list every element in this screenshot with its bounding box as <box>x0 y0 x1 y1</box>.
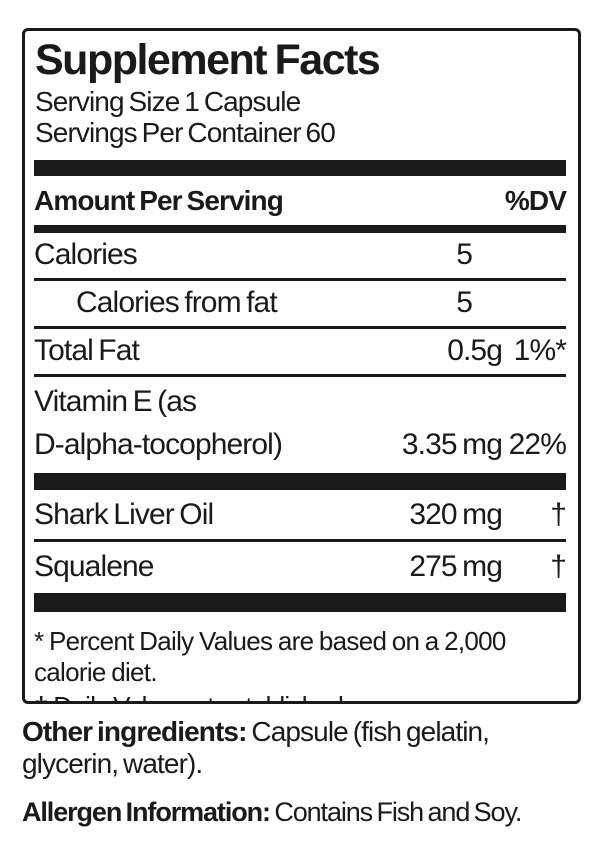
allergen-label: Allergen Information: <box>22 797 271 828</box>
divider-bar-thick-top <box>34 160 566 177</box>
nutrient-name-calories: Calories <box>34 238 138 272</box>
row-calories: Calories 5 <box>34 233 566 282</box>
other-ingredients: Other ingredients: Capsule (fish gelatin… <box>22 716 586 780</box>
panel-title: Supplement Facts <box>35 36 381 84</box>
row-shark-liver-oil: Shark Liver Oil 320 mg † <box>34 490 567 543</box>
nutrient-name-calories-from-fat: Calories from fat <box>76 286 278 320</box>
nutrient-dv-squalene: † <box>550 550 567 584</box>
nutrient-name-squalene: Squalene <box>34 550 154 584</box>
row-total-fat: Total Fat 0.5g 1%* <box>34 329 567 378</box>
allergen-text: Contains Fish and Soy. <box>274 797 522 828</box>
row-vitamin-e: Vitamin E (as D-alpha-tocopherol) 3.35 m… <box>34 377 567 473</box>
nutrient-amount-calories-from-fat: 5 <box>456 286 473 320</box>
allergen-information: Allergen Information: Contains Fish and … <box>22 797 586 828</box>
nutrient-name-vitamin-e-line1: Vitamin E (as <box>34 385 197 419</box>
other-ingredients-label: Other ingredients: <box>22 716 247 747</box>
footnotes: * Percent Daily Values are based on a 2,… <box>34 626 566 701</box>
nutrient-amount-vitamin-e: 3.35 mg <box>401 428 503 462</box>
divider-bar-thick-middle <box>34 473 566 491</box>
nutrient-amount-total-fat: 0.5g <box>447 334 503 368</box>
nutrient-amount-calories: 5 <box>456 238 473 272</box>
supplement-facts-panel: Supplement Facts Serving Size 1 Capsule … <box>22 28 581 704</box>
vitamin-e-line2: D-alpha-tocopherol) 3.35 mg 22% <box>34 423 567 473</box>
nutrient-name-total-fat: Total Fat <box>34 334 140 368</box>
footnote-percent-dv: * Percent Daily Values are based on a 2,… <box>34 626 506 688</box>
nutrient-name-shark-liver-oil: Shark Liver Oil <box>34 498 214 532</box>
nutrient-dv-shark-liver-oil: † <box>550 498 567 532</box>
divider-bar-header <box>34 225 566 234</box>
footnote-daily-value: † Daily Value not established. <box>34 691 566 701</box>
nutrient-amount-shark-liver-oil: 320 mg <box>409 498 503 532</box>
serving-size: Serving Size 1 Capsule <box>35 85 301 117</box>
nutrient-dv-total-fat: 1%* <box>513 334 567 368</box>
nutrient-amount-squalene: 275 mg <box>409 550 503 584</box>
row-calories-from-fat: Calories from fat 5 <box>34 281 566 330</box>
column-header-percent-dv: %DV <box>504 185 567 217</box>
row-squalene: Squalene 275 mg † <box>34 542 567 593</box>
column-header-row: Amount Per Serving %DV <box>34 176 567 225</box>
servings-per-container: Servings Per Container 60 <box>35 117 336 149</box>
other-ingredients-text: Capsule (fish gelatin, glycerin, water). <box>22 716 490 780</box>
column-header-amount-per-serving: Amount Per Serving <box>34 185 284 217</box>
nutrient-name-vitamin-e-line2: D-alpha-tocopherol) <box>34 428 283 462</box>
nutrient-dv-vitamin-e: 22% <box>508 428 567 462</box>
divider-bar-thick-bottom <box>34 593 566 613</box>
additional-info: Other ingredients: Capsule (fish gelatin… <box>22 716 586 828</box>
